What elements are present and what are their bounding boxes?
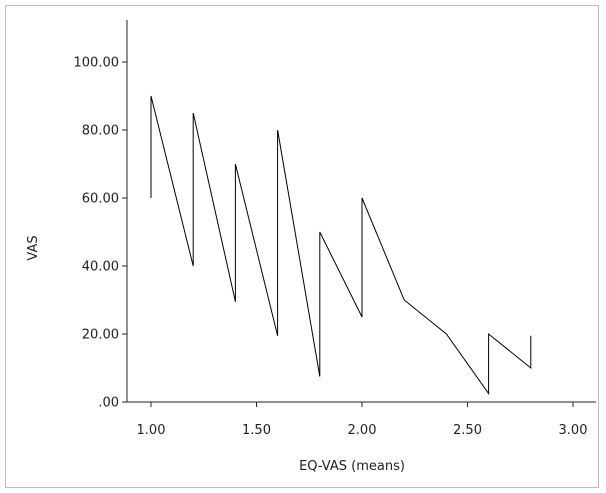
y-tick-label: .00 [98, 396, 119, 411]
x-tick-label: 3.00 [559, 423, 588, 438]
x-axis: 1.00 1.50 2.00 2.50 3.00 [127, 401, 596, 438]
chart-frame [5, 5, 599, 488]
y-axis: .00 20.00 40.00 60.00 80.00 100.00 [74, 20, 128, 411]
plot-area [150, 95, 532, 396]
y-tick-label: 100.00 [74, 56, 120, 71]
y-tick-label: 80.00 [82, 124, 119, 139]
y-tick-label: 40.00 [82, 260, 119, 275]
y-tick-label: 20.00 [82, 328, 119, 343]
x-tick-label: 1.00 [137, 423, 166, 438]
x-tick-label: 2.00 [348, 423, 377, 438]
x-axis-title: EQ-VAS (means) [299, 459, 405, 474]
x-tick-label: 1.50 [242, 423, 271, 438]
y-axis-title: VAS [26, 235, 41, 260]
series-line-1 [150, 95, 532, 396]
x-tick-label: 2.50 [453, 423, 482, 438]
y-tick-label: 60.00 [82, 192, 119, 207]
